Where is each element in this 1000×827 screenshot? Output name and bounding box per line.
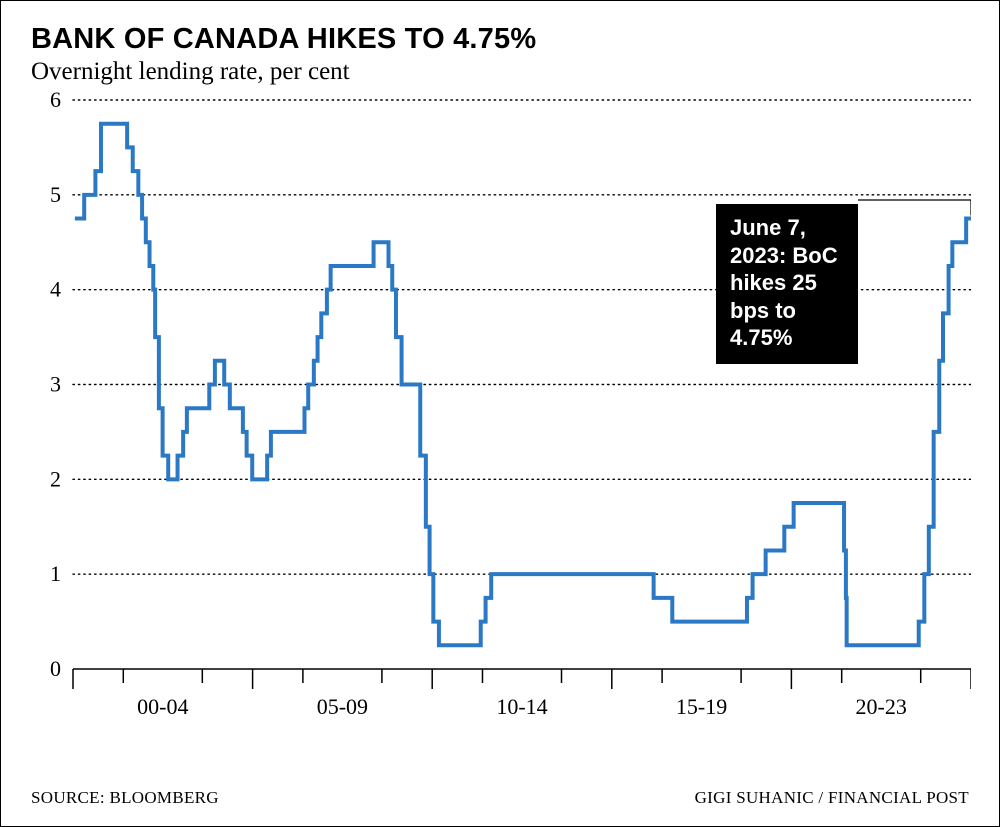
xtick-label: 20-23 bbox=[856, 694, 907, 719]
chart-footer: SOURCE: BLOOMBERG GIGI SUHANIC / FINANCI… bbox=[31, 788, 969, 808]
ytick-label: 3 bbox=[50, 372, 61, 397]
credit-label: GIGI SUHANIC / FINANCIAL POST bbox=[695, 788, 969, 808]
page-frame: BANK OF CANADA HIKES TO 4.75% Overnight … bbox=[0, 0, 1000, 827]
source-label: SOURCE: BLOOMBERG bbox=[31, 788, 219, 808]
ytick-label: 4 bbox=[50, 277, 61, 302]
annotation-leader bbox=[858, 200, 971, 216]
chart-title: BANK OF CANADA HIKES TO 4.75% bbox=[31, 23, 969, 56]
ytick-label: 5 bbox=[50, 182, 61, 207]
chart-area: 0 1 2 3 4 5 6 00-04 05-09 10-14 15-19 20-23 June 7,… bbox=[31, 92, 971, 747]
ytick-label: 1 bbox=[50, 561, 61, 586]
chart-subtitle: Overnight lending rate, per cent bbox=[31, 58, 969, 86]
xtick-label: 15-19 bbox=[676, 694, 727, 719]
ytick-label: 2 bbox=[50, 466, 61, 491]
ytick-label: 6 bbox=[50, 92, 61, 112]
xtick-label: 00-04 bbox=[137, 694, 188, 719]
xtick-label: 05-09 bbox=[317, 694, 368, 719]
chart-svg: 0 1 2 3 4 5 6 00-04 05-09 10-14 15-19 20-23 bbox=[31, 92, 971, 747]
xtick-label: 10-14 bbox=[496, 694, 547, 719]
annotation-callout: June 7, 2023: BoC hikes 25 bps to 4.75% bbox=[716, 204, 858, 364]
ytick-label: 0 bbox=[50, 656, 61, 681]
